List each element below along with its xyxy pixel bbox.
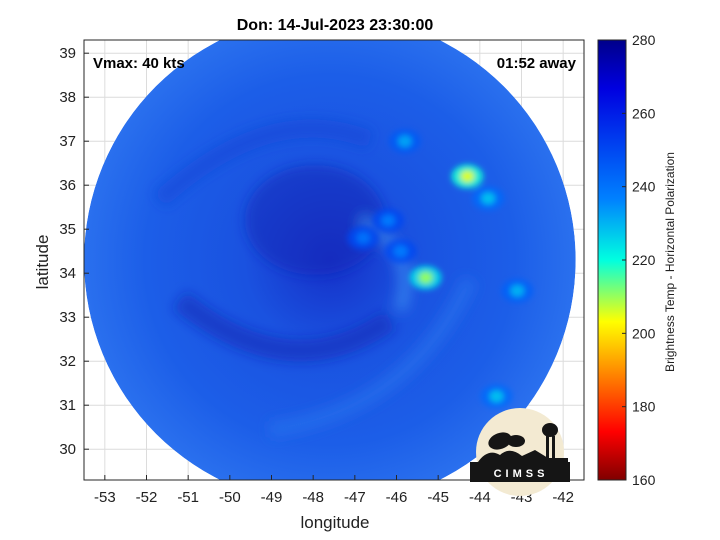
x-tick-label: -44 <box>469 489 491 506</box>
y-tick-label: 32 <box>59 353 76 370</box>
x-axis-label: longitude <box>300 513 369 532</box>
colorbar-tick-label: 160 <box>632 472 656 488</box>
y-axis-ticks: 30 31 32 33 34 35 36 37 38 39 <box>59 45 89 458</box>
colorbar-tick-label: 200 <box>632 325 656 341</box>
y-axis-label: latitude <box>33 235 52 290</box>
y-tick-label: 33 <box>59 309 76 326</box>
logo-dish-small <box>507 435 525 447</box>
x-tick-label: -49 <box>261 489 283 506</box>
colorbar-tick-label: 220 <box>632 252 656 268</box>
colorbar-tick-label: 260 <box>632 105 656 121</box>
colorbar <box>597 39 627 481</box>
colorbar-tick-label: 240 <box>632 179 656 195</box>
convective-cell <box>381 214 396 227</box>
convective-cell <box>510 284 525 297</box>
logo-circle <box>476 408 564 496</box>
plot-frame <box>83 39 585 481</box>
convective-cell <box>481 192 496 205</box>
y-tick-label: 38 <box>59 89 76 106</box>
x-tick-label: -52 <box>136 489 158 506</box>
x-tick-label: -50 <box>219 489 241 506</box>
x-tick-label: -51 <box>177 489 199 506</box>
swirl-bands <box>153 119 478 438</box>
convective-cell <box>489 390 504 403</box>
y-tick-label: 34 <box>59 265 76 282</box>
spiral-band <box>153 119 374 207</box>
convective-cell <box>393 245 408 258</box>
x-tick-label: -47 <box>344 489 366 506</box>
y-tick-label: 30 <box>59 441 76 458</box>
y-tick-label: 37 <box>59 133 76 150</box>
convective-cell <box>397 135 412 148</box>
cimss-logo: CIMSS <box>470 408 570 496</box>
vmax-annotation: Vmax: 40 kts <box>93 55 185 72</box>
x-tick-label: -45 <box>427 489 449 506</box>
x-tick-label: -48 <box>302 489 324 506</box>
colorbar-label: Brightness Temp - Horizontal Polarizatio… <box>663 152 677 372</box>
logo-dish <box>488 432 512 450</box>
spiral-band <box>268 276 478 438</box>
logo-tower-top <box>542 423 558 437</box>
chart-title: Don: 14-Jul-2023 23:30:00 <box>237 17 434 34</box>
logo-text: CIMSS <box>494 468 549 480</box>
storm-core <box>244 165 385 275</box>
colorbar-ticks: 160 180 200 220 240 260 280 <box>622 32 656 488</box>
convective-cell <box>460 170 475 183</box>
logo-bar <box>470 462 570 482</box>
y-tick-label: 31 <box>59 397 76 414</box>
convective-features <box>347 129 534 409</box>
time-away-annotation: 01:52 away <box>497 55 577 72</box>
x-tick-label: -46 <box>386 489 408 506</box>
swath-image <box>84 40 576 480</box>
spiral-band <box>172 291 397 362</box>
colorbar-tick-label: 280 <box>632 32 656 48</box>
convective-cell <box>418 271 433 284</box>
x-tick-label: -42 <box>552 489 574 506</box>
y-tick-label: 36 <box>59 177 76 194</box>
colorbar-tick-label: 180 <box>632 399 656 415</box>
x-tick-label: -53 <box>94 489 116 506</box>
convective-cell <box>356 232 371 244</box>
y-tick-label: 39 <box>59 45 76 62</box>
y-tick-label: 35 <box>59 221 76 238</box>
